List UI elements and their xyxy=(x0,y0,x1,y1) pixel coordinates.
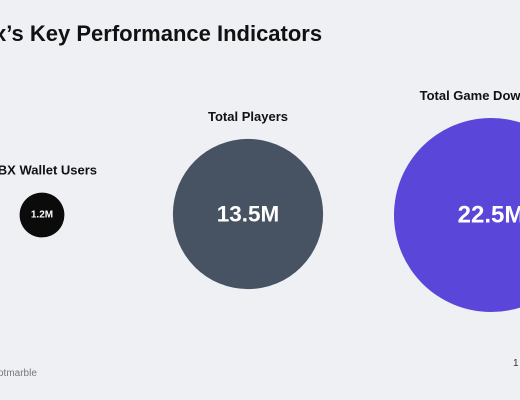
kpi-value-2: 13.5M xyxy=(217,202,280,227)
page-marker: 1 xyxy=(513,358,519,369)
kpi-bubble-2 xyxy=(172,138,324,290)
kpi-bubble-1 xyxy=(19,192,65,238)
kpi-bubble-3 xyxy=(394,118,520,312)
kpi-label-3: Total Game Downloads xyxy=(420,88,520,103)
slide-title: x’s Key Performance Indicators xyxy=(0,21,323,46)
kpi-label-1: MBX Wallet Users xyxy=(0,163,97,178)
kpi-label-2: Total Players xyxy=(208,109,288,124)
kpi-value-3: 22.5M xyxy=(458,202,520,229)
kpi-value-1: 1.2M xyxy=(31,210,53,221)
source-label: otmarble xyxy=(0,368,37,379)
